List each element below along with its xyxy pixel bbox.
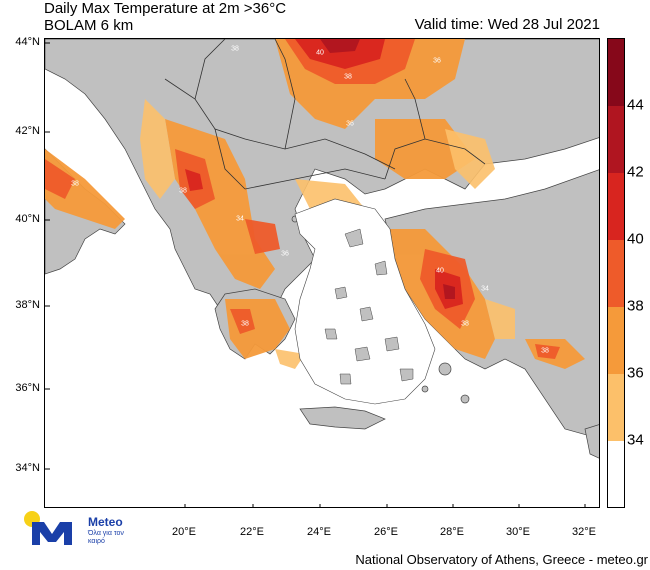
lon-label-20: 20°E: [172, 526, 196, 538]
colorbar-above-44: [608, 39, 624, 106]
colorbar-label-44: 44: [627, 96, 644, 114]
colorbar-label-42: 42: [627, 163, 644, 181]
colorbar-40-42: [608, 173, 624, 240]
contour-label: 36: [281, 250, 289, 258]
land-crete: [299, 406, 386, 430]
map-svg: [45, 39, 599, 507]
colorbar-label-34: 34: [627, 431, 644, 449]
contour-label: 38: [344, 73, 352, 81]
lon-label-30: 30°E: [506, 526, 530, 538]
lat-label-38: 38°N: [15, 299, 40, 311]
m-icon: [32, 522, 72, 545]
colorbar-label-38: 38: [627, 297, 644, 315]
country-borders: [164, 39, 486, 190]
colorbar-label-40: 40: [627, 230, 644, 248]
aegean-islands: [324, 228, 414, 385]
contour-label: 40: [316, 49, 324, 57]
colorbar-38-40: [608, 240, 624, 307]
contour-label: 38: [241, 320, 249, 328]
contour-label: 36: [433, 57, 441, 65]
land-east: [584, 424, 599, 459]
map-title: Daily Max Temperature at 2m >36°C: [44, 0, 287, 17]
credit-text: National Observatory of Athens, Greece -…: [355, 552, 648, 567]
lon-label-24: 24°E: [307, 526, 331, 538]
valid-time: Valid time: Wed 28 Jul 2021: [414, 16, 600, 33]
map-subtitle: BOLAM 6 km: [44, 17, 134, 34]
contour-label: 38: [179, 187, 187, 195]
logo-name: Meteo: [88, 515, 123, 529]
contour-label: 34: [481, 285, 489, 293]
contour-label: 38: [541, 347, 549, 355]
contour-label: 38: [71, 180, 79, 188]
lat-label-40: 40°N: [15, 213, 40, 225]
logo-tagline: Όλα για τον καιρό: [88, 530, 124, 545]
temp-42-44: [320, 39, 455, 299]
graticule-ticks: [45, 42, 586, 507]
contour-label: 38: [461, 320, 469, 328]
lon-label-32: 32°E: [572, 526, 596, 538]
colorbar-36-38: [608, 307, 624, 374]
map-area[interactable]: 38 40 38 36 36 38 34 36 38 40 38 38 38 3…: [44, 38, 600, 508]
contour-label: 38: [231, 45, 239, 53]
colorbar-34-36: [608, 374, 624, 441]
lat-label-44: 44°N: [15, 36, 40, 48]
contour-label: 40: [436, 267, 444, 275]
contour-label: 36: [346, 120, 354, 128]
colorbar-below-34: [608, 441, 624, 507]
meteo-logo: [24, 511, 72, 545]
colorbar: [607, 38, 625, 508]
lat-label-34: 34°N: [15, 462, 40, 474]
colorbar-label-36: 36: [627, 364, 644, 382]
lat-label-36: 36°N: [15, 382, 40, 394]
aegean-sea: [294, 198, 436, 405]
lon-label-28: 28°E: [440, 526, 464, 538]
lat-label-42: 42°N: [15, 125, 40, 137]
lon-label-26: 26°E: [374, 526, 398, 538]
colorbar-42-44: [608, 106, 624, 173]
contour-label: 34: [236, 215, 244, 223]
lon-label-22: 22°E: [240, 526, 264, 538]
